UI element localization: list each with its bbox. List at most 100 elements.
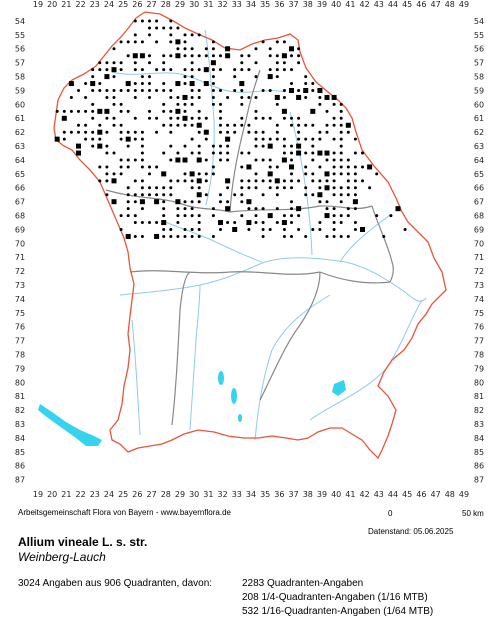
occurrence-dot	[268, 68, 272, 72]
row-label: 66	[15, 184, 25, 193]
occurrence-dot	[297, 123, 301, 127]
occurrence-dot	[140, 207, 144, 211]
occurrence-dot	[84, 109, 88, 113]
occurrence-dot	[148, 186, 151, 190]
column-label: 47	[431, 0, 441, 9]
occurrence-dot	[247, 130, 251, 134]
occurrence-dot	[91, 116, 95, 120]
occurrence-dot	[318, 228, 322, 231]
occurrence-dot	[247, 151, 251, 155]
occurrence-dot	[304, 186, 308, 190]
occurrence-dot	[148, 89, 151, 92]
occurrence-dot	[332, 221, 336, 225]
occurrence-dot	[339, 123, 343, 127]
occurrence-dot	[204, 158, 208, 162]
occurrence-dot	[290, 234, 293, 238]
occurrence-dot	[282, 151, 286, 155]
occurrence-dot	[190, 89, 194, 92]
occurrence-dot	[84, 137, 88, 141]
lakes	[38, 371, 346, 446]
occurrence-dot	[275, 186, 279, 190]
occurrence-dot	[219, 89, 222, 92]
occurrence-dot	[297, 214, 301, 218]
row-label: 77	[474, 337, 484, 346]
occurrence-dot	[324, 171, 330, 177]
occurrence-dot	[225, 53, 231, 59]
occurrence-dot	[133, 179, 137, 183]
occurrence-dot	[353, 151, 357, 155]
occurrence-dot	[190, 151, 194, 155]
column-label: 40	[331, 0, 341, 9]
occurrence-dot	[211, 214, 215, 218]
occurrence-dot	[140, 179, 144, 183]
occurrence-dot	[111, 67, 117, 73]
occurrence-dot	[183, 123, 187, 127]
column-label: 46	[416, 490, 426, 499]
occurrence-dot	[339, 116, 343, 120]
occurrence-dot	[126, 40, 130, 44]
occurrence-dot	[105, 165, 109, 169]
occurrence-dot	[261, 89, 265, 92]
occurrence-dot	[112, 151, 116, 155]
column-label: 34	[246, 0, 256, 9]
occurrence-dot	[318, 200, 322, 204]
occurrence-dot	[190, 116, 194, 120]
occurrence-dot	[346, 158, 350, 162]
occurrence-dot	[169, 19, 173, 23]
occurrence-dot	[154, 233, 160, 239]
row-label: 78	[15, 351, 25, 360]
column-label: 45	[402, 0, 412, 9]
occurrence-dot	[183, 228, 187, 231]
occurrence-dot	[290, 158, 293, 162]
occurrence-dot	[282, 137, 286, 141]
column-label: 33	[232, 490, 242, 499]
row-label: 67	[474, 198, 484, 207]
occurrence-dot	[254, 172, 258, 176]
occurrence-dot	[161, 171, 167, 177]
occurrence-dot	[261, 228, 265, 231]
occurrence-dot	[275, 165, 279, 169]
occurrence-dot	[290, 116, 293, 120]
occurrence-dot	[261, 40, 265, 44]
occurrence-dot	[126, 165, 130, 169]
occurrence-dot	[197, 116, 201, 120]
row-label: 87	[15, 476, 25, 485]
occurrence-dot	[290, 151, 293, 155]
occurrence-dot	[325, 109, 329, 113]
occurrence-dot	[190, 61, 194, 65]
legend-quarter-quadrant: 208 1/4-Quadranten-Angaben (1/16 MTB)	[242, 592, 428, 603]
occurrence-dot	[196, 122, 202, 128]
occurrence-dot	[282, 68, 286, 72]
row-label: 74	[474, 295, 484, 304]
occurrence-dot	[125, 136, 131, 142]
occurrence-dot	[69, 130, 73, 134]
occurrence-dot	[282, 228, 286, 231]
occurrence-dot	[69, 95, 73, 99]
row-label: 65	[474, 170, 484, 179]
occurrence-dot	[169, 193, 173, 197]
occurrence-dot	[240, 54, 244, 58]
occurrence-dot	[254, 61, 258, 65]
row-label: 68	[474, 212, 484, 221]
occurrence-dot	[361, 165, 364, 169]
occurrence-dot	[104, 108, 110, 114]
occurrence-dot	[254, 144, 258, 148]
occurrence-dot	[304, 123, 308, 127]
occurrence-dot	[197, 144, 201, 148]
occurrence-dot	[162, 26, 166, 30]
occurrence-dot	[155, 165, 159, 169]
occurrence-dot	[254, 137, 258, 141]
occurrence-dot	[148, 165, 151, 169]
column-label: 21	[61, 0, 71, 9]
occurrence-dot	[119, 40, 123, 44]
occurrence-dot	[240, 102, 244, 106]
occurrence-dot	[332, 151, 336, 155]
occurrence-dot	[332, 137, 336, 141]
occurrence-dot	[339, 172, 343, 176]
occurrence-dot	[126, 207, 130, 211]
occurrence-dot	[254, 214, 258, 218]
row-labels-left: 54 55 56 57 58 59 60 61 62 63 64 65 66 67 68 69 70 71 72 73…	[15, 17, 25, 485]
occurrence-dot	[176, 221, 180, 225]
occurrence-dot	[162, 186, 166, 190]
occurrence-dot	[332, 228, 336, 231]
